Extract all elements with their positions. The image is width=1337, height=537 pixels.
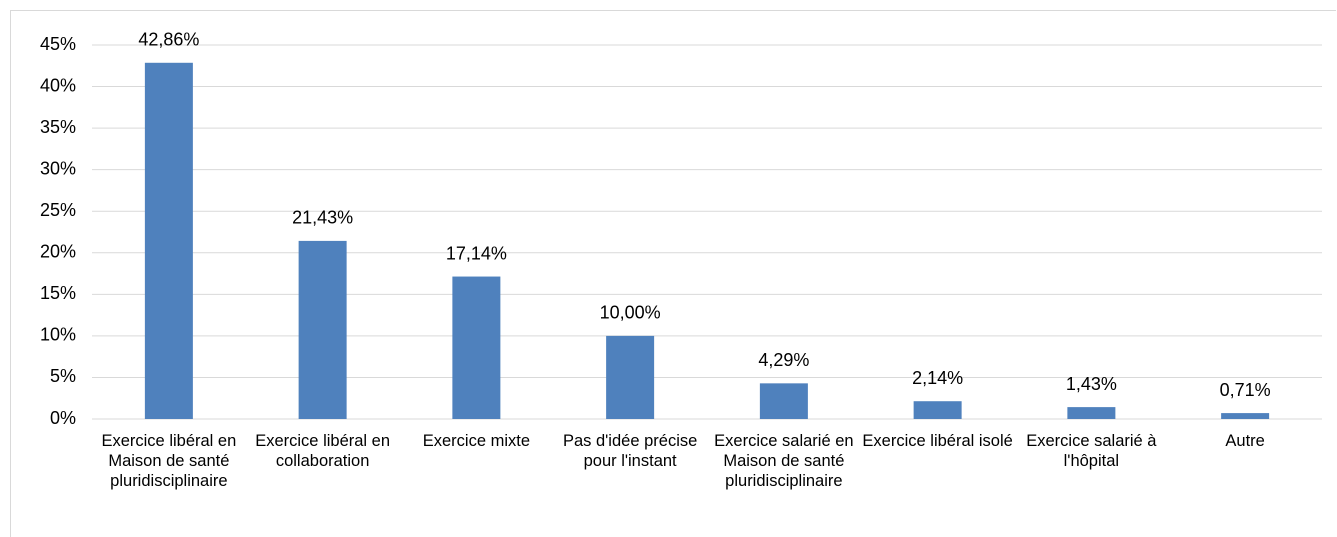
x-tick-label: Exercice mixte [422, 432, 531, 450]
x-tick-label: Exercice salarié en Maison de santé plur… [714, 432, 854, 490]
data-label: 17,14% [446, 243, 507, 263]
data-label: 21,43% [292, 208, 353, 228]
bar [606, 335, 655, 419]
y-tick-label: 35% [40, 117, 76, 137]
x-tick-label: Exercice salarié à l'hôpital [1026, 432, 1157, 470]
y-tick-label: 45% [40, 34, 76, 54]
y-tick-label: 30% [40, 158, 76, 178]
bar [144, 62, 193, 420]
data-label: 4,29% [758, 350, 809, 370]
bar [452, 276, 501, 419]
x-tick-label: Autre [1225, 432, 1265, 450]
data-label: 2,14% [912, 368, 963, 388]
x-tick-label: Pas d'idée précise pour l'instant [562, 432, 698, 470]
y-tick-label: 10% [40, 325, 76, 345]
data-label: 10,00% [600, 303, 661, 323]
chart-frame [10, 10, 1336, 537]
y-tick-label: 0% [50, 408, 76, 428]
y-tick-label: 5% [50, 366, 76, 386]
bar [298, 240, 347, 419]
x-tick-label: Exercice libéral en Maison de santé plur… [101, 432, 237, 490]
bar [759, 383, 808, 419]
y-tick-label: 40% [40, 75, 76, 95]
bar [1067, 407, 1116, 419]
bar [913, 401, 962, 419]
x-tick-label: Exercice libéral isolé [862, 432, 1013, 450]
data-label: 1,43% [1066, 374, 1117, 394]
bar [1221, 413, 1270, 419]
data-label: 42,86% [138, 30, 199, 50]
x-tick-label: Exercice libéral en collaboration [255, 432, 391, 470]
y-tick-label: 25% [40, 200, 76, 220]
y-tick-label: 20% [40, 242, 76, 262]
data-label: 0,71% [1220, 380, 1271, 400]
y-tick-label: 15% [40, 283, 76, 303]
